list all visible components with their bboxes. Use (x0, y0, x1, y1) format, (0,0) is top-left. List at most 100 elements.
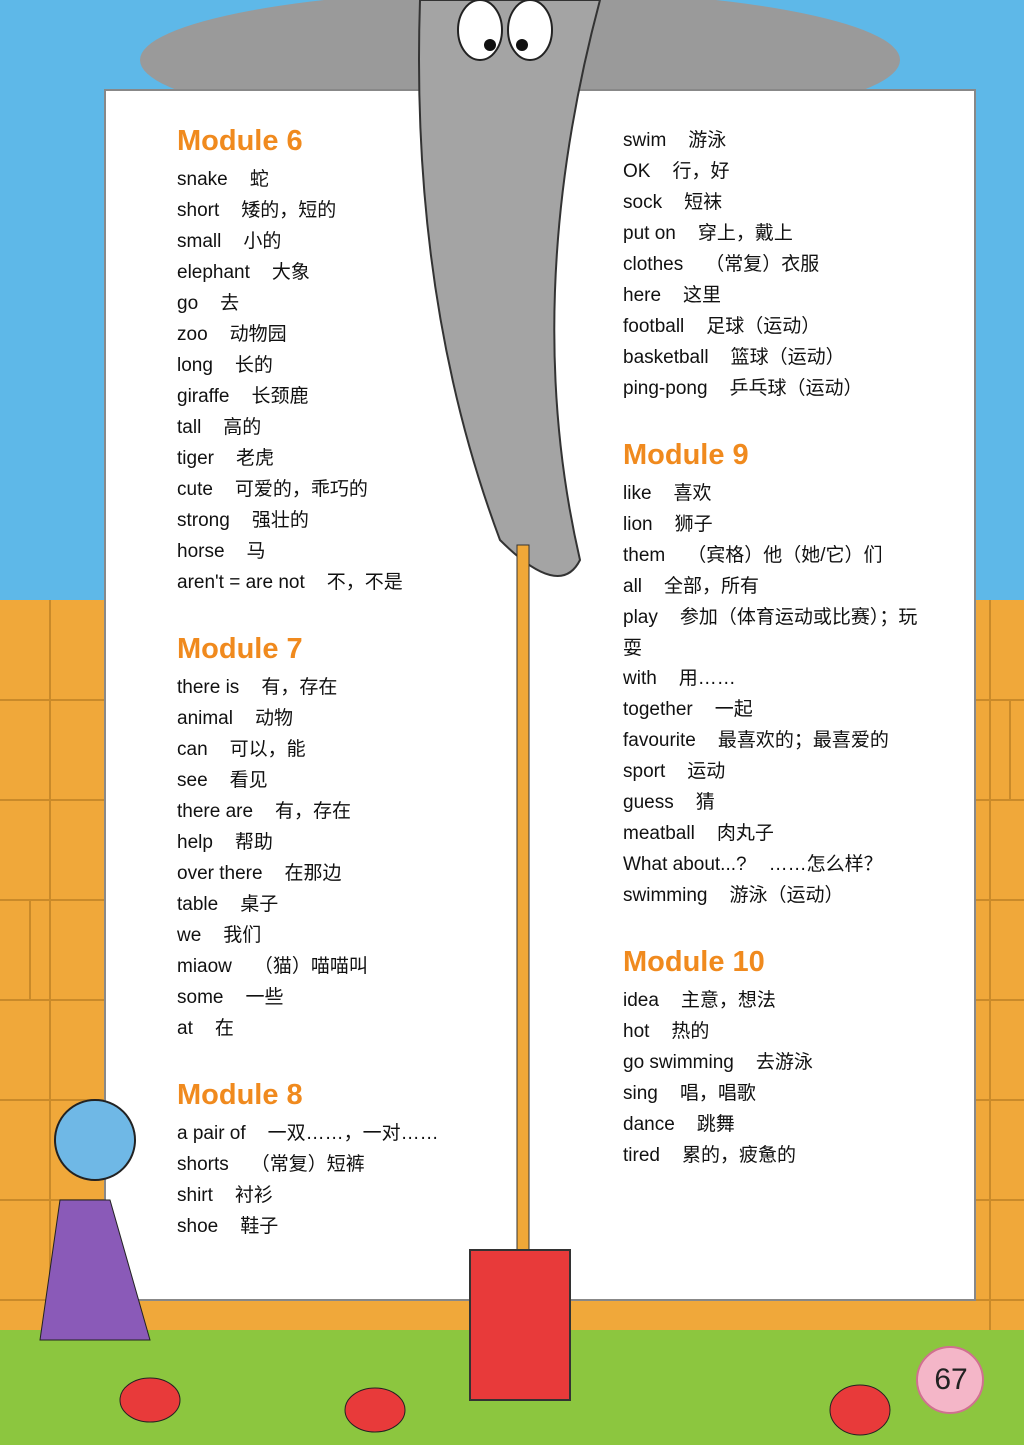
vocab-entry: we 我们 (177, 921, 261, 952)
word: together (623, 699, 693, 720)
word: there are (177, 801, 254, 822)
meaning: 运动 (687, 761, 726, 782)
vocab-entry: basketball 篮球（运动） (623, 343, 845, 374)
word: long (177, 355, 213, 376)
meaning: 可爱的，乖巧的 (234, 479, 368, 500)
vocab-entry: together 一起 (623, 695, 753, 726)
meaning: 在 (214, 1018, 234, 1039)
vocab-entry: zoo 动物园 (177, 320, 287, 351)
word: we (177, 925, 202, 946)
word: a pair of (177, 1123, 246, 1144)
vocab-entry: a pair of 一双……，一对…… (177, 1119, 439, 1150)
word: like (623, 483, 652, 504)
vocab-entry: there is 有，存在 (177, 673, 337, 704)
meaning: 热的 (671, 1021, 710, 1042)
vocab-entry: all 全部，所有 (623, 572, 759, 603)
vocab-entry: What about...? ……怎么样？ (623, 850, 883, 881)
meaning: 狮子 (674, 514, 713, 535)
word: snake (177, 169, 228, 190)
vocab-entry: help 帮助 (177, 828, 273, 859)
vocab-entry: like 喜欢 (623, 479, 712, 510)
meaning: 累的，疲惫的 (681, 1145, 796, 1166)
word: help (177, 832, 213, 853)
word: What about...? (623, 854, 747, 875)
vocab-entry: sock 短袜 (623, 188, 722, 219)
word: hot (623, 1021, 650, 1042)
word: horse (177, 541, 225, 562)
meaning: 肉丸子 (716, 823, 774, 844)
word: swimming (623, 885, 708, 906)
vocab-entry: meatball 肉丸子 (623, 819, 774, 850)
word: them (623, 545, 666, 566)
meaning: 短袜 (684, 192, 723, 213)
meaning: 衬衫 (234, 1185, 273, 1206)
meaning: ……怎么样？ (768, 854, 883, 875)
vocab-entry: sport 运动 (623, 757, 725, 788)
vocab-entry: football 足球（运动） (623, 312, 820, 343)
vocab-entry: tired 累的，疲惫的 (623, 1141, 796, 1172)
word: small (177, 231, 222, 252)
vocab-entry: elephant 大象 (177, 258, 310, 289)
vocab-entry: can 可以，能 (177, 735, 306, 766)
word: lion (623, 514, 653, 535)
meaning: （常复）衣服 (705, 254, 820, 275)
vocab-entry: sing 唱，唱歌 (623, 1079, 756, 1110)
word: tired (623, 1145, 660, 1166)
meaning: 去 (220, 293, 240, 314)
word: clothes (623, 254, 684, 275)
word: football (623, 316, 685, 337)
meaning: 穿上，戴上 (697, 223, 793, 244)
word: can (177, 739, 208, 760)
meaning: 长的 (234, 355, 273, 376)
vocab-entry: at 在 (177, 1014, 234, 1045)
word: sock (623, 192, 663, 213)
word: some (177, 987, 224, 1008)
module-title: Module 10 (623, 946, 765, 978)
meaning: 参加（体育运动或比赛）；玩耍 (623, 607, 918, 659)
module-title: Module 7 (177, 633, 303, 665)
word: strong (177, 510, 230, 531)
vocab-entry: shorts （常复）短裤 (177, 1150, 365, 1181)
meaning: （常复）短裤 (250, 1154, 365, 1175)
vocab-entry: lion 狮子 (623, 510, 713, 541)
word: play (623, 607, 658, 628)
word: tiger (177, 448, 214, 469)
vocab-entry: them （宾格）他（她/它）们 (623, 541, 883, 572)
meaning: 帮助 (234, 832, 273, 853)
meaning: 小的 (243, 231, 282, 252)
vocab-entry: long 长的 (177, 351, 273, 382)
word: with (623, 668, 657, 689)
word: go (177, 293, 199, 314)
meaning: 用…… (678, 668, 736, 689)
vocab-entry: animal 动物 (177, 704, 293, 735)
vocab-entry: giraffe 长颈鹿 (177, 382, 308, 413)
word: shorts (177, 1154, 229, 1175)
meaning: 猜 (695, 792, 715, 813)
meaning: 乒乓球（运动） (729, 378, 863, 399)
vocab-entry: here 这里 (623, 281, 721, 312)
vocab-entry: horse 马 (177, 537, 266, 568)
meaning: 唱，唱歌 (679, 1083, 756, 1104)
meaning: 全部，所有 (664, 576, 760, 597)
vocab-entry: favourite 最喜欢的；最喜爱的 (623, 726, 889, 757)
word: idea (623, 990, 659, 1011)
meaning: 大象 (271, 262, 310, 283)
vocab-entry: OK 行，好 (623, 157, 729, 188)
vocab-entry: snake 蛇 (177, 165, 269, 196)
word: see (177, 770, 208, 791)
meaning: 一些 (245, 987, 284, 1008)
vocab-entry: cute 可爱的，乖巧的 (177, 475, 368, 506)
meaning: 有，存在 (261, 677, 338, 698)
word: shirt (177, 1185, 213, 1206)
word: favourite (623, 730, 696, 751)
meaning: 游泳（运动） (729, 885, 844, 906)
meaning: 这里 (683, 285, 722, 306)
meaning: 桌子 (240, 894, 279, 915)
meaning: 看见 (229, 770, 268, 791)
word: zoo (177, 324, 208, 345)
meaning: 篮球（运动） (730, 347, 845, 368)
word: guess (623, 792, 674, 813)
vocab-entry: swim 游泳 (623, 126, 726, 157)
